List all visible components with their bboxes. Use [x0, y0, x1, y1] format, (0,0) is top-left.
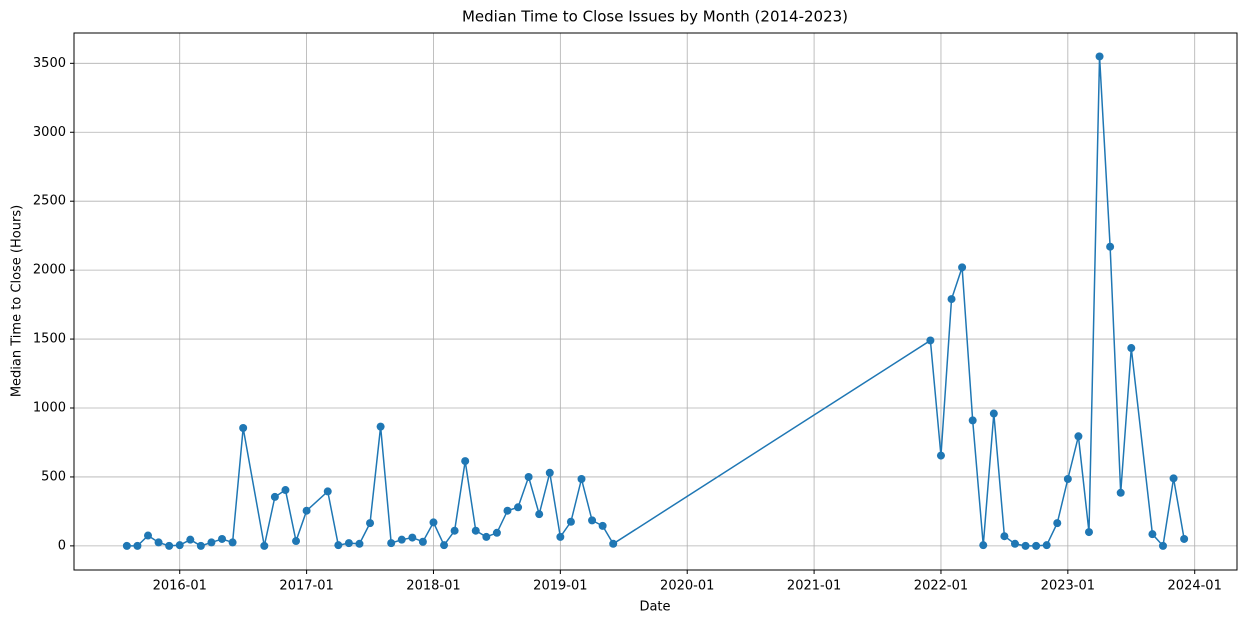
- data-point: [239, 423, 248, 432]
- x-tick-label: 2022-01: [914, 579, 968, 594]
- data-point: [1010, 539, 1019, 548]
- data-point: [429, 518, 438, 527]
- x-tick-label: 2017-01: [279, 579, 333, 594]
- data-point: [165, 541, 174, 550]
- data-point: [144, 531, 153, 540]
- data-point: [566, 517, 575, 526]
- y-tick-label: 3000: [33, 125, 66, 140]
- data-point: [228, 538, 237, 547]
- data-point: [968, 416, 977, 425]
- y-tick-label: 0: [58, 538, 66, 553]
- data-point: [979, 541, 988, 550]
- data-point: [270, 492, 279, 501]
- data-point: [577, 475, 586, 484]
- data-point: [524, 472, 533, 481]
- x-tick-label: 2023-01: [1041, 579, 1095, 594]
- data-point: [440, 541, 449, 550]
- y-tick-label: 1500: [33, 332, 66, 347]
- x-tick-label: 2021-01: [787, 579, 841, 594]
- data-point: [408, 533, 417, 542]
- data-point: [958, 263, 967, 272]
- data-point: [218, 534, 227, 543]
- data-point: [186, 535, 195, 544]
- y-tick-label: 500: [41, 469, 66, 484]
- data-point: [418, 537, 427, 546]
- data-point: [936, 451, 945, 460]
- data-point: [302, 506, 311, 515]
- data-point: [514, 503, 523, 512]
- chart-title: Median Time to Close Issues by Month (20…: [462, 8, 848, 26]
- data-point: [609, 539, 618, 548]
- data-point: [1032, 541, 1041, 550]
- plot-frame: [73, 32, 1238, 571]
- data-point: [535, 510, 544, 519]
- x-tick-label: 2020-01: [660, 579, 714, 594]
- data-point: [492, 528, 501, 537]
- data-point: [598, 521, 607, 530]
- data-point: [482, 532, 491, 541]
- data-point: [344, 539, 353, 548]
- data-point: [355, 539, 364, 548]
- x-tick-label: 2016-01: [153, 579, 207, 594]
- data-point: [1063, 475, 1072, 484]
- data-point: [387, 539, 396, 548]
- data-point: [196, 541, 205, 550]
- data-point: [292, 537, 301, 546]
- data-point: [1095, 52, 1104, 61]
- data-point: [1000, 532, 1009, 541]
- data-point: [450, 526, 459, 535]
- data-point: [503, 506, 512, 515]
- data-point: [154, 538, 163, 547]
- y-tick-label: 2000: [33, 263, 66, 278]
- data-point: [926, 336, 935, 345]
- data-point: [207, 538, 216, 547]
- data-point: [175, 541, 184, 550]
- data-point: [1021, 541, 1030, 550]
- data-point: [1180, 534, 1189, 543]
- data-point: [366, 519, 375, 528]
- data-line: [126, 56, 1185, 548]
- x-tick-label: 2019-01: [533, 579, 587, 594]
- data-point: [122, 541, 131, 550]
- y-axis-label: Median Time to Close (Hours): [10, 205, 25, 397]
- data-point: [1127, 344, 1136, 353]
- x-tick-label: 2018-01: [406, 579, 460, 594]
- data-point: [1084, 528, 1093, 537]
- y-tick-label: 2500: [33, 194, 66, 209]
- data-point: [1074, 432, 1083, 441]
- data-point: [323, 487, 332, 496]
- data-point: [1148, 530, 1157, 539]
- data-point: [1053, 519, 1062, 528]
- data-point: [588, 516, 597, 525]
- data-point: [376, 422, 385, 431]
- data-point: [461, 457, 470, 466]
- data-point: [133, 541, 142, 550]
- data-point: [947, 295, 956, 304]
- data-point: [545, 468, 554, 477]
- data-point: [1158, 541, 1167, 550]
- data-point: [471, 526, 480, 535]
- data-point: [1116, 488, 1125, 497]
- data-point: [334, 541, 343, 550]
- x-axis-label: Date: [639, 600, 670, 615]
- data-point: [260, 541, 269, 550]
- data-point: [1042, 541, 1051, 550]
- data-point: [397, 535, 406, 544]
- x-tick-label: 2024-01: [1168, 579, 1222, 594]
- data-point: [1106, 242, 1115, 251]
- y-tick-label: 3500: [33, 56, 66, 71]
- data-point: [1169, 474, 1178, 483]
- data-point: [281, 486, 290, 495]
- data-point: [989, 409, 998, 418]
- y-tick-label: 1000: [33, 401, 66, 416]
- data-point: [556, 532, 565, 541]
